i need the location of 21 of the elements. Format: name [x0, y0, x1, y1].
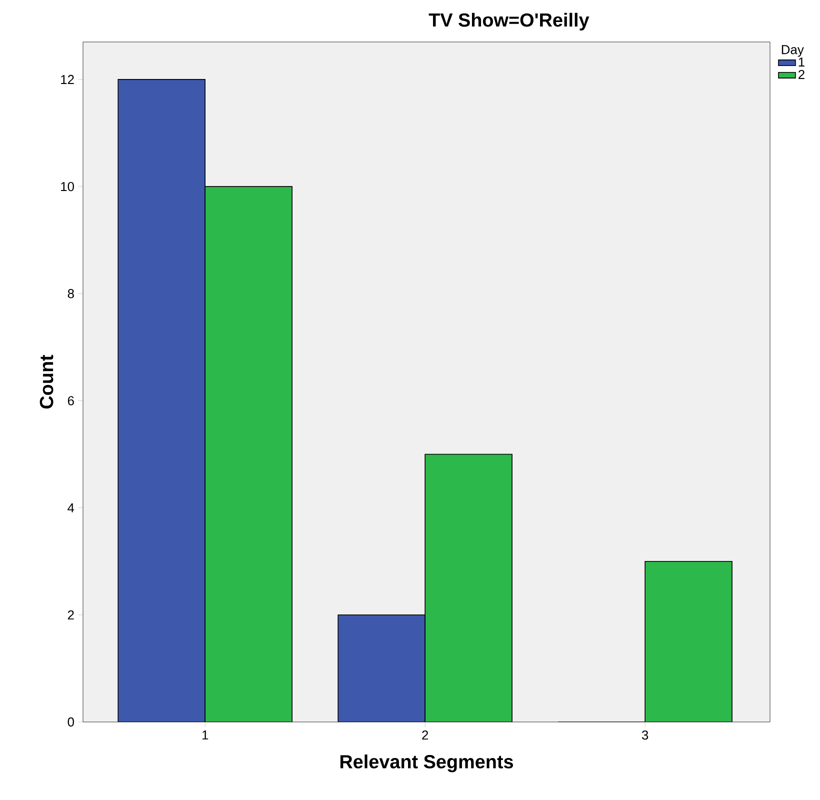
legend-title: Day — [782, 45, 804, 57]
bar — [338, 614, 426, 722]
y-tick-label: 10 — [61, 182, 74, 192]
x-axis-title: Relevant Segments — [340, 754, 514, 772]
x-tick-label: 1 — [202, 730, 208, 740]
bar — [205, 186, 292, 722]
y-tick-label: 0 — [68, 717, 74, 727]
x-tick-label: 3 — [642, 730, 648, 740]
y-axis-title: Count — [40, 354, 54, 409]
x-tick-label: 2 — [422, 730, 428, 740]
bar — [644, 560, 732, 722]
y-tick-label: 6 — [68, 396, 74, 406]
y-tick-label: 4 — [68, 503, 74, 512]
legend-label: 2 — [798, 70, 804, 79]
y-tick-label: 8 — [68, 289, 74, 298]
chart-title: TV Show=O'Reilly — [428, 12, 590, 30]
bar — [424, 454, 512, 722]
y-tick-label: 12 — [61, 74, 74, 84]
legend-label: 1 — [798, 58, 804, 66]
bar — [118, 79, 206, 722]
y-tick-label: 2 — [68, 610, 74, 620]
